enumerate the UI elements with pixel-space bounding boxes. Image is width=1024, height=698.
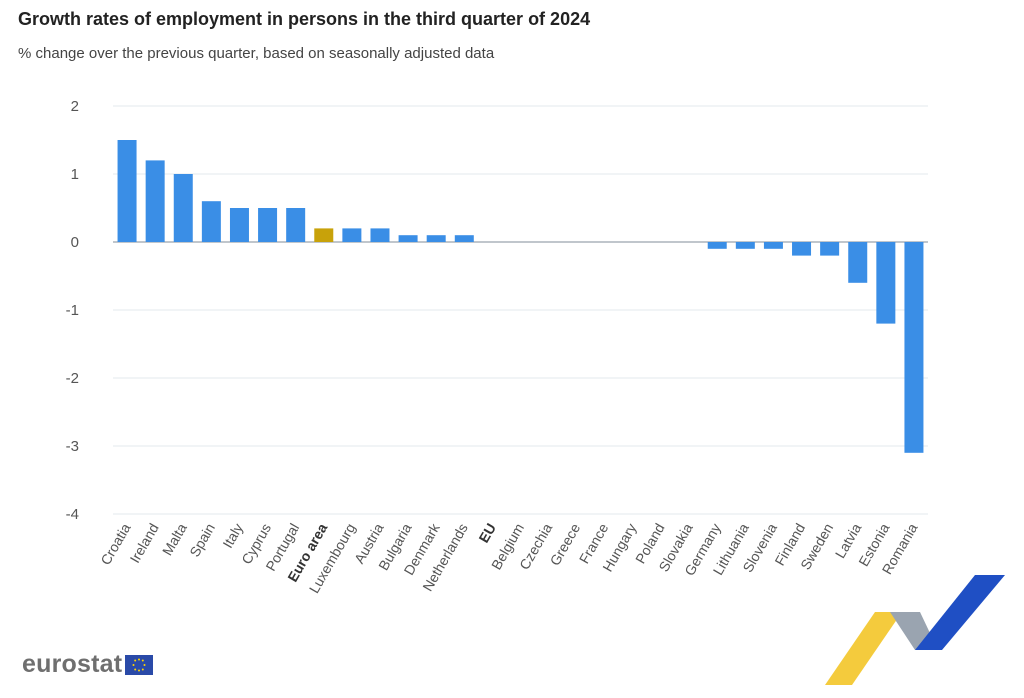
y-tick-label: 1: [71, 166, 79, 183]
y-tick-label: 0: [71, 234, 79, 251]
bar-slovenia[interactable]: [763, 242, 783, 249]
bar-estonia[interactable]: [876, 242, 896, 324]
eu-flag-icon: [125, 654, 154, 675]
y-tick-label: -1: [66, 302, 79, 319]
x-tick-label: Italy: [219, 521, 246, 551]
x-tick-label: Malta: [159, 520, 190, 558]
bars: [117, 140, 924, 453]
chart-title: Growth rates of employment in persons in…: [18, 9, 591, 29]
bar-netherlands[interactable]: [454, 235, 474, 242]
x-tick-label: Croatia: [97, 520, 134, 567]
chart-subtitle: % change over the previous quarter, base…: [18, 45, 495, 62]
x-tick-label: Spain: [186, 521, 218, 560]
bar-sweden[interactable]: [820, 242, 840, 256]
bar-austria[interactable]: [370, 228, 390, 242]
eurostat-arrow-graphic: [825, 575, 1005, 685]
y-axis-ticks: 2 1 0 -1 -2 -3 -4: [66, 98, 79, 523]
bar-euro-area[interactable]: [314, 228, 334, 242]
bar-romania[interactable]: [904, 242, 924, 453]
bar-finland[interactable]: [792, 242, 812, 256]
y-tick-label: 2: [71, 98, 79, 115]
bar-luxembourg[interactable]: [342, 228, 362, 242]
y-tick-label: -3: [66, 438, 79, 455]
bar-spain[interactable]: [201, 201, 221, 242]
bar-latvia[interactable]: [848, 242, 868, 283]
eurostat-logo: eurostat: [22, 650, 154, 679]
bar-bulgaria[interactable]: [398, 235, 418, 242]
bar-denmark[interactable]: [426, 235, 446, 242]
bar-lithuania[interactable]: [735, 242, 755, 249]
y-tick-label: -2: [66, 370, 79, 387]
y-tick-label: -4: [66, 506, 79, 523]
bar-portugal[interactable]: [286, 208, 306, 242]
logo-text: eurostat: [22, 650, 123, 678]
x-tick-label: EU: [475, 521, 499, 546]
bar-malta[interactable]: [173, 174, 193, 242]
bar-germany[interactable]: [707, 242, 727, 249]
x-tick-label: Ireland: [126, 521, 161, 566]
bar-croatia[interactable]: [117, 140, 137, 242]
gridlines: [113, 105, 928, 515]
bar-italy[interactable]: [229, 208, 249, 242]
bar-ireland[interactable]: [145, 160, 165, 242]
bar-cyprus[interactable]: [258, 208, 278, 242]
